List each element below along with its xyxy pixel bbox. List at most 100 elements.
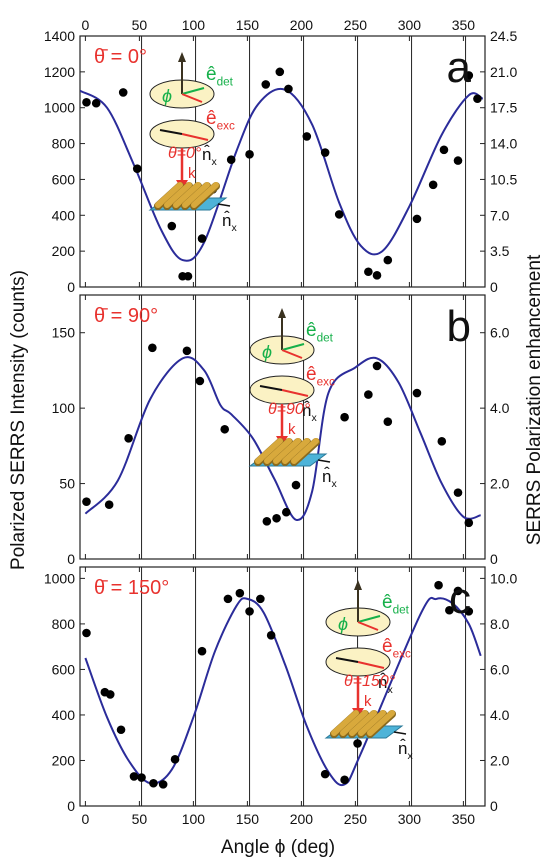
y-tick-label: 50 (59, 476, 75, 492)
nx-sub-lower: x (407, 750, 413, 762)
x-tick-label-top: 100 (182, 17, 206, 33)
x-tick-label-top: 300 (398, 17, 422, 33)
e-exc-label: êexc (382, 636, 411, 661)
e-exc-label: êexc (206, 108, 235, 133)
e-det-label-main: ê (306, 320, 317, 341)
theta-inset-label: θ=150° (344, 673, 396, 690)
data-point (129, 772, 139, 781)
y2-tick-label: 0 (490, 279, 498, 295)
nanorod (255, 438, 283, 464)
e-det-arrow (281, 343, 305, 351)
phi-symbol: ϕ (338, 614, 348, 634)
k-label: k (188, 165, 196, 182)
data-point (302, 132, 312, 141)
nx-arrow (259, 385, 283, 391)
y2-tick-label: 0 (490, 798, 498, 814)
e-det-red-arrow (181, 93, 203, 103)
nanorod (155, 182, 183, 208)
nanorod (273, 438, 301, 464)
e-exc-arrow (357, 661, 385, 669)
y2-tick-label: 10.5 (490, 171, 517, 187)
e-exc-sub: exc (317, 376, 335, 389)
y-tick-label: 800 (52, 136, 76, 152)
e-exc-arrow (281, 389, 309, 397)
data-point (372, 361, 382, 371)
y-tick-label: 100 (52, 400, 76, 416)
data-point (383, 255, 393, 265)
data-point (148, 343, 157, 353)
y-tick-label: 400 (52, 207, 76, 223)
nx-label-upper-main: n̂ (378, 672, 387, 692)
e-det-red-arrow (281, 349, 303, 359)
e-det-label-main: ê (206, 64, 217, 85)
e-exc-label-main: ê (206, 108, 217, 129)
data-point (197, 646, 207, 656)
y-axis-label-left: Polarized SERRS Intensity (counts) (8, 270, 29, 570)
x-tick-label: 100 (182, 811, 206, 827)
x-tick-label: 50 (132, 811, 148, 827)
y2-tick-label: 21.0 (490, 64, 517, 80)
data-point (291, 480, 301, 490)
e-det-sub: det (317, 332, 334, 345)
y-tick-label: 0 (67, 279, 75, 295)
x-tick-label-top: 200 (290, 17, 314, 33)
data-point (82, 497, 91, 506)
data-point (118, 88, 128, 97)
data-point (445, 605, 454, 615)
y2-tick-label: 17.5 (490, 100, 517, 116)
nx-sub-lower: x (331, 478, 337, 490)
data-point (104, 500, 114, 509)
data-point (105, 690, 115, 699)
panel-label: b (447, 302, 471, 351)
y-tick-label: 1400 (44, 28, 75, 44)
data-point (137, 773, 146, 782)
y2-tick-label: 6.0 (490, 325, 510, 341)
fit-curve (84, 356, 481, 522)
data-point (434, 580, 443, 590)
plot-frame (79, 294, 486, 560)
y-tick-label: 400 (52, 707, 76, 723)
x-tick-label: 250 (344, 811, 368, 827)
y-axis-label-right: SERRS Polarization enhancement (524, 254, 545, 545)
data-point (275, 67, 285, 77)
y2-tick-label: 4.0 (490, 707, 510, 723)
data-point (412, 214, 422, 224)
e-det-label: êdet (306, 320, 334, 345)
y2-tick-label: 4.0 (490, 400, 510, 416)
y-tick-label: 1000 (44, 570, 75, 586)
y2-tick-label: 10.0 (490, 570, 517, 586)
k-label: k (364, 693, 372, 710)
nx-sub-upper: x (387, 684, 393, 696)
nx-sub-upper: x (311, 412, 317, 424)
e-exc-label-main: ê (306, 364, 317, 385)
nanorod (282, 438, 310, 464)
data-point (226, 155, 236, 165)
nx-label-upper-main: n̂ (302, 400, 311, 420)
e-det-sub: det (393, 604, 410, 617)
data-point (116, 725, 126, 735)
nx-label-lower: n̂x (398, 738, 413, 762)
data-point (132, 164, 142, 173)
data-point (453, 586, 463, 596)
plot-frame (79, 566, 486, 807)
nanorod (182, 182, 210, 208)
e-exc-arrow (181, 133, 209, 141)
data-point (197, 234, 207, 243)
y2-tick-label: 2.0 (490, 476, 510, 492)
panel-label: a (447, 43, 472, 92)
data-point (439, 145, 449, 155)
e-det-label: êdet (382, 592, 410, 617)
nanorod (164, 182, 192, 208)
nx-label-lower-main: n̂ (398, 738, 407, 758)
data-point (412, 388, 422, 398)
nx-label-upper-main: n̂ (202, 144, 211, 164)
data-point (261, 80, 271, 89)
x-tick-label: 350 (452, 811, 476, 827)
data-point (340, 775, 349, 785)
x-tick-label: 150 (236, 811, 260, 827)
data-point (195, 376, 205, 386)
y-tick-label: 800 (52, 616, 76, 632)
nanorod (349, 710, 377, 736)
